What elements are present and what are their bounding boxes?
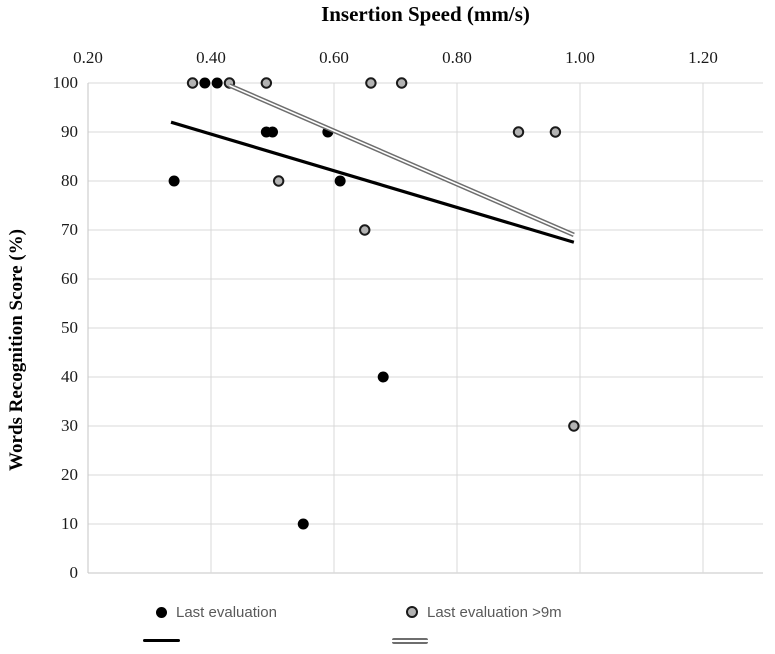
x-tick-label-0.40: 0.40 bbox=[196, 48, 226, 67]
data-point-black bbox=[334, 175, 346, 187]
data-point-gray bbox=[365, 77, 377, 89]
x-tick-label-1.00: 1.00 bbox=[565, 48, 595, 67]
y-tick-label-30: 30 bbox=[61, 416, 78, 435]
data-point-black bbox=[211, 77, 223, 89]
x-tick-label-0.20: 0.20 bbox=[73, 48, 103, 67]
data-point-gray bbox=[549, 126, 562, 138]
data-point-black bbox=[297, 518, 309, 530]
black-trendline bbox=[170, 120, 575, 244]
black-dot-icon bbox=[156, 606, 167, 618]
data-point-black bbox=[199, 77, 211, 89]
y-tick-label-10: 10 bbox=[61, 514, 78, 533]
legend-label-last-evaluation-9m: Last evaluation >9m bbox=[427, 603, 562, 621]
y-tick-label-0: 0 bbox=[69, 563, 79, 582]
data-point-gray bbox=[186, 77, 199, 89]
data-point-gray bbox=[395, 77, 408, 89]
x-tick-label-0.80: 0.80 bbox=[442, 48, 472, 67]
y-tick-label-100: 100 bbox=[52, 73, 79, 92]
x-axis-title: Insertion Speed (mm/s) bbox=[321, 2, 530, 26]
data-point-black bbox=[267, 126, 278, 138]
data-point-gray bbox=[260, 77, 273, 89]
y-tick-label-20: 20 bbox=[61, 465, 78, 484]
gray-trendline-swatch-icon bbox=[392, 638, 428, 644]
data-point-black bbox=[168, 175, 180, 187]
legend-item-last-evaluation-9m: Last evaluation >9m bbox=[406, 603, 562, 621]
y-tick-label-40: 40 bbox=[61, 367, 78, 386]
data-point-black bbox=[377, 371, 389, 383]
data-point-gray bbox=[359, 224, 371, 236]
gray-dot-icon bbox=[406, 606, 418, 618]
gray-trendline-inner bbox=[229, 84, 575, 236]
x-tick-label-0.60: 0.60 bbox=[319, 48, 349, 67]
legend-label-last-evaluation: Last evaluation bbox=[176, 603, 277, 621]
data-point-gray bbox=[512, 126, 525, 138]
y-tick-label-70: 70 bbox=[61, 220, 78, 239]
legend-item-last-evaluation: Last evaluation bbox=[156, 603, 277, 621]
y-tick-label-50: 50 bbox=[61, 318, 78, 337]
y-tick-label-80: 80 bbox=[61, 171, 78, 190]
black-trendline-swatch-icon bbox=[143, 639, 180, 642]
data-point-gray bbox=[568, 420, 580, 432]
y-tick-label-90: 90 bbox=[61, 122, 78, 141]
x-tick-label-1.20: 1.20 bbox=[688, 48, 718, 67]
data-point-gray bbox=[272, 175, 285, 187]
y-tick-label-60: 60 bbox=[61, 269, 78, 288]
